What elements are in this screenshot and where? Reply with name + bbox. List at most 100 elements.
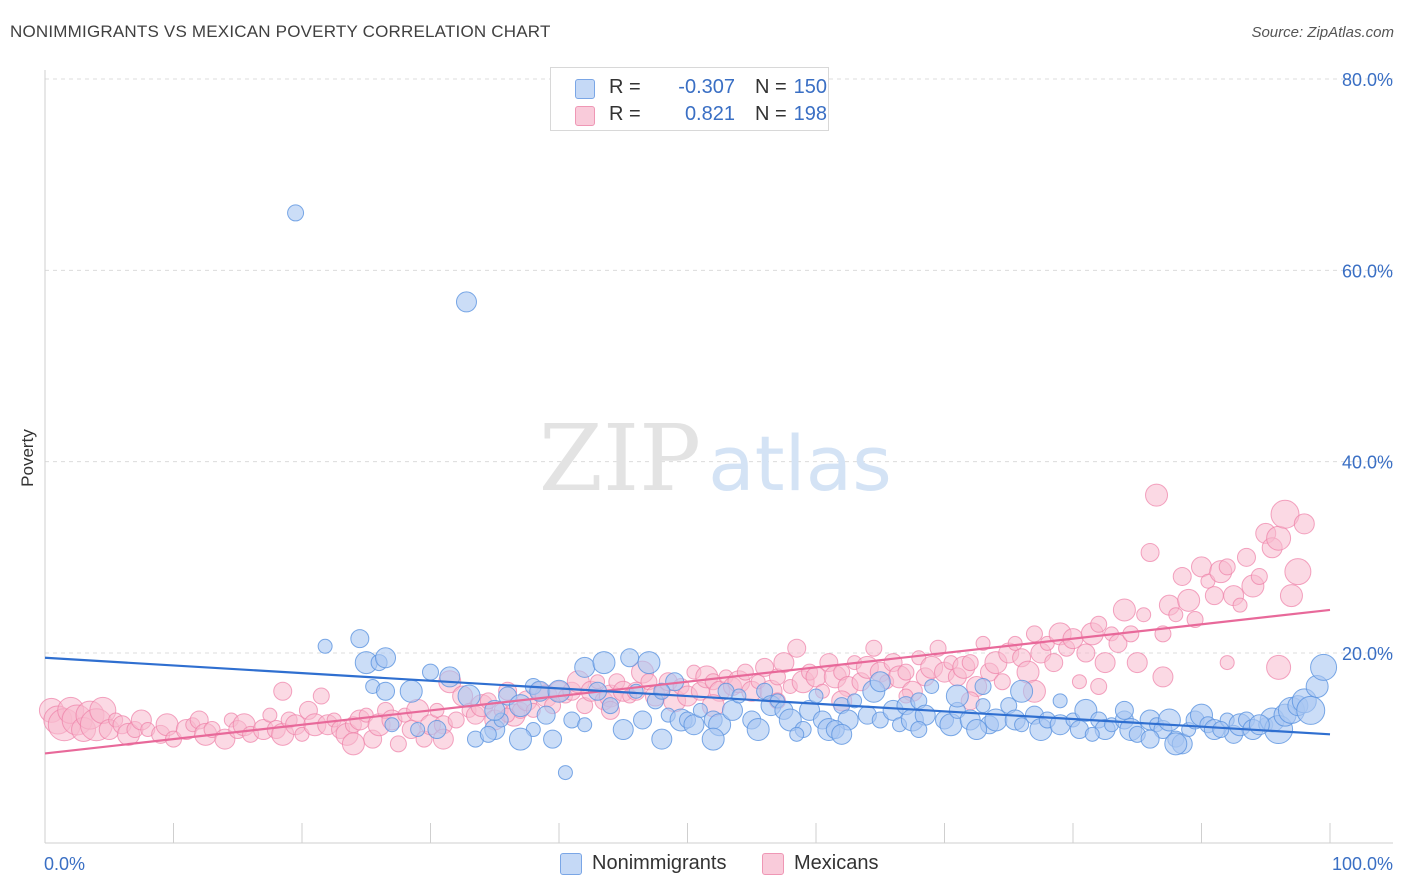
mexicans-point (787, 638, 807, 658)
nonimmigrants-point (612, 719, 634, 741)
mexicans-point (993, 673, 1011, 691)
mexicans-point (1168, 607, 1184, 623)
nonimmigrants-point (924, 678, 940, 694)
mexicans-point (1076, 643, 1096, 663)
y-tick-label: 60.0% (1342, 261, 1393, 281)
mexicans-point (1218, 558, 1236, 576)
nonimmigrants-point (577, 717, 593, 733)
nonimmigrants-point (455, 291, 477, 313)
mexicans-point (1071, 674, 1087, 690)
mexicans-point (1090, 677, 1108, 695)
legend-n-value: 150 (793, 76, 827, 98)
mexicans-point (1266, 525, 1292, 551)
legend-swatch-pink (762, 853, 784, 875)
legend-swatch-pink (575, 106, 595, 126)
mexicans-point (1025, 625, 1043, 643)
legend-r-value: -0.307 (678, 76, 735, 98)
nonimmigrants-point (1157, 708, 1181, 732)
legend-r-label: R = (609, 103, 641, 125)
mexicans-point (1172, 566, 1192, 586)
legend-r-label: R = (609, 76, 641, 98)
nonimmigrants-point (317, 638, 333, 654)
nonimmigrants-point (651, 728, 673, 750)
mexicans-point (1270, 499, 1300, 529)
mexicans-point (1177, 588, 1201, 612)
mexicans-point (1284, 558, 1312, 586)
y-tick-label: 40.0% (1342, 453, 1393, 473)
axes (44, 70, 1393, 844)
x-tick-label: 100.0% (1332, 854, 1393, 874)
mexicans-trend-line (44, 608, 1331, 755)
nonimmigrants-point (592, 651, 616, 675)
tick-labels: 20.0% 40.0% 60.0% 80.0% 0.0% 100.0% (44, 70, 1393, 874)
nonimmigrants-point (831, 723, 853, 745)
nonimmigrants-point (422, 663, 439, 681)
mexicans-point (1204, 586, 1224, 606)
nonimmigrants-point (350, 629, 370, 649)
nonimmigrants-point (869, 671, 891, 693)
mexicans-point (1219, 655, 1235, 671)
nonimmigrants-point (692, 702, 708, 718)
nonimmigrants-point (287, 204, 305, 222)
trend-lines (44, 608, 1331, 755)
nonimmigrants-point (789, 726, 805, 742)
nonimmigrants-point (457, 684, 481, 708)
nonimmigrants-point (376, 681, 396, 701)
mexicans-point (736, 663, 754, 681)
mexicans-point (312, 687, 330, 705)
nonimmigrants-point (508, 694, 532, 718)
nonimmigrants-point (975, 698, 991, 714)
nonimmigrants-point (1014, 717, 1030, 733)
nonimmigrants-point (479, 725, 497, 743)
mexicans-point (1090, 615, 1108, 633)
nonimmigrants-point (1248, 714, 1270, 736)
mexicans-point (961, 654, 979, 672)
chart-title: NONIMMIGRANTS VS MEXICAN POVERTY CORRELA… (10, 22, 551, 41)
mexicans-point (865, 639, 883, 657)
legend-n-label: N = (755, 103, 787, 125)
nonimmigrants-point (637, 651, 661, 675)
mexicans-point (1232, 597, 1248, 613)
y-axis-label: Poverty (18, 429, 37, 487)
watermark-atlas: atlas (708, 419, 892, 508)
mexicans-point (1236, 547, 1256, 567)
nonimmigrants-point (543, 729, 563, 749)
y-tick-label: 80.0% (1342, 70, 1393, 90)
mexicans-point (1279, 584, 1303, 608)
nonimmigrants-point (620, 648, 640, 668)
nonimmigrants-point (536, 705, 556, 725)
legend-swatch-blue (560, 853, 582, 875)
mexicans-point (1145, 483, 1169, 507)
mexicans-point (897, 663, 915, 681)
nonimmigrants-point (633, 710, 653, 730)
nonimmigrants-point (410, 722, 426, 738)
nonimmigrants-point (557, 765, 573, 781)
correlation-legend: R = -0.307 N = 150 R = 0.821 N = 198 (550, 67, 829, 131)
nonimmigrants-trend-line (44, 656, 1331, 736)
nonimmigrants-point (1114, 700, 1134, 720)
nonimmigrants-point (574, 656, 596, 678)
legend-r-value: 0.821 (684, 103, 735, 125)
nonimmigrants-point (1296, 695, 1326, 725)
nonimmigrants-point (384, 717, 400, 733)
grid-lines (45, 78, 1393, 654)
mexicans-point (1094, 652, 1116, 674)
mexicans-point (1112, 598, 1136, 622)
legend-swatch-blue (575, 79, 595, 99)
nonimmigrants-point (910, 721, 928, 739)
mexicans-point (1007, 635, 1023, 651)
legend-n-value: 198 (793, 103, 827, 125)
mexicans-point (1293, 513, 1315, 535)
nonimmigrants-point (1010, 679, 1034, 703)
nonimmigrants-point (439, 666, 461, 688)
mexicans-point (1136, 607, 1152, 623)
nonimmigrants-point (945, 684, 969, 708)
mexicans-point (1016, 660, 1040, 684)
nonimmigrants-point (701, 727, 725, 751)
mexicans-point (773, 652, 795, 674)
nonimmigrants-point (1084, 726, 1100, 742)
nonimmigrants-point (721, 699, 743, 721)
mexicans-point (389, 735, 407, 753)
source-label: Source: ZipAtlas.com (1251, 24, 1394, 41)
